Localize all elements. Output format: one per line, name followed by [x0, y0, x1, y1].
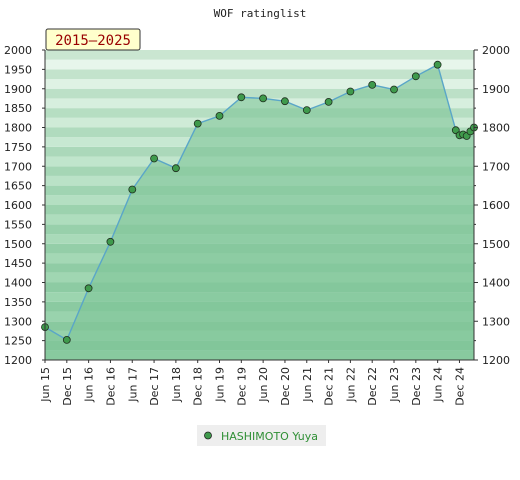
y-tick-label-right: 1900	[482, 83, 510, 96]
x-tick-label: Dec 24	[453, 367, 466, 406]
data-point	[84, 284, 93, 293]
background-band	[45, 88, 474, 99]
x-tick-label: Jun 16	[83, 367, 96, 403]
y-tick-label: 1550	[4, 218, 32, 231]
background-band	[45, 59, 474, 70]
y-tick-label-right: 1700	[482, 160, 510, 173]
x-tick-label: Dec 19	[235, 367, 248, 406]
x-tick-label: Dec 18	[192, 367, 205, 406]
data-point	[280, 97, 289, 106]
data-point	[106, 237, 115, 246]
y-tick-label-right: 2000	[482, 44, 510, 57]
data-point	[150, 154, 159, 163]
x-tick-label: Dec 15	[61, 367, 74, 406]
y-tick-label: 2000	[4, 44, 32, 57]
y-tick-label: 1900	[4, 83, 32, 96]
data-point	[433, 60, 442, 69]
period-badge-text: 2015–2025	[55, 33, 131, 49]
y-tick-label: 1250	[4, 335, 32, 348]
x-tick-label: Dec 23	[410, 367, 423, 406]
y-tick-label: 1400	[4, 277, 32, 290]
data-point	[171, 164, 180, 173]
x-tick-label: Dec 17	[148, 367, 161, 406]
x-tick-label: Jun 19	[214, 367, 227, 403]
y-tick-label: 1350	[4, 296, 32, 309]
y-tick-label: 1450	[4, 257, 32, 270]
x-tick-label: Jun 18	[170, 367, 183, 403]
x-tick-label: Dec 20	[279, 367, 292, 406]
y-tick-label-right: 1300	[482, 315, 510, 328]
y-tick-label: 1300	[4, 315, 32, 328]
data-point	[215, 112, 224, 120]
x-tick-label: Jun 24	[432, 367, 445, 403]
x-tick-label: Dec 21	[323, 367, 336, 406]
x-tick-label: Jun 17	[126, 367, 139, 403]
y-tick-label: 1200	[4, 354, 32, 367]
legend-label: HASHIMOTO Yuya	[221, 430, 318, 443]
legend: HASHIMOTO Yuya	[197, 425, 326, 446]
background-band	[45, 79, 474, 89]
y-tick-label-right: 1500	[482, 238, 510, 251]
data-point	[237, 93, 246, 102]
y-tick-label: 1650	[4, 180, 32, 193]
x-tick-label: Jun 22	[344, 367, 357, 403]
y-tick-label-right: 1600	[482, 199, 510, 212]
data-point	[324, 98, 333, 106]
y-tick-label: 1750	[4, 141, 32, 154]
x-tick-label: Dec 16	[104, 367, 117, 406]
data-point	[259, 94, 268, 103]
data-point	[62, 335, 71, 344]
legend-marker	[204, 431, 212, 440]
data-markers	[41, 60, 478, 344]
left-y-axis: 1200 1250 1300 1350 1400 1450 1500 1550 1600 1650…	[4, 44, 46, 367]
y-tick-label: 1500	[4, 238, 32, 251]
period-badge: 2015–2025	[45, 28, 141, 51]
y-tick-label: 1800	[4, 122, 32, 135]
x-tick-label: Jun 21	[301, 367, 314, 403]
y-tick-label-right: 1200	[482, 354, 510, 367]
data-point	[193, 119, 202, 128]
x-tick-label: Jun 23	[388, 367, 401, 403]
y-tick-label-right: 1400	[482, 277, 510, 290]
data-point	[411, 72, 420, 81]
data-point	[128, 185, 137, 194]
right-y-axis: 1200 1300 1400 1500 1600 1700 1800 1900 2000	[473, 44, 510, 367]
data-point	[390, 85, 398, 94]
x-tick-label: Dec 22	[366, 367, 379, 406]
y-tick-label: 1950	[4, 63, 32, 76]
x-tick-label: Jun 15	[39, 367, 52, 403]
rating-area-fill	[45, 64, 474, 360]
data-point	[302, 106, 311, 114]
background-band	[45, 69, 474, 80]
data-point	[346, 87, 355, 96]
x-tick-label: Jun 20	[257, 367, 270, 403]
background-band	[45, 50, 474, 60]
y-tick-label: 1600	[4, 199, 32, 212]
y-tick-label: 1850	[4, 102, 32, 115]
y-tick-label-right: 1800	[482, 122, 510, 135]
x-axis: Jun 15 Dec 15 Jun 16 Dec 16 Jun 17 Dec 17 Jun …	[39, 359, 474, 406]
y-tick-label: 1700	[4, 160, 32, 173]
data-point	[368, 81, 377, 89]
chart-title: WOF ratinglist	[214, 7, 307, 20]
